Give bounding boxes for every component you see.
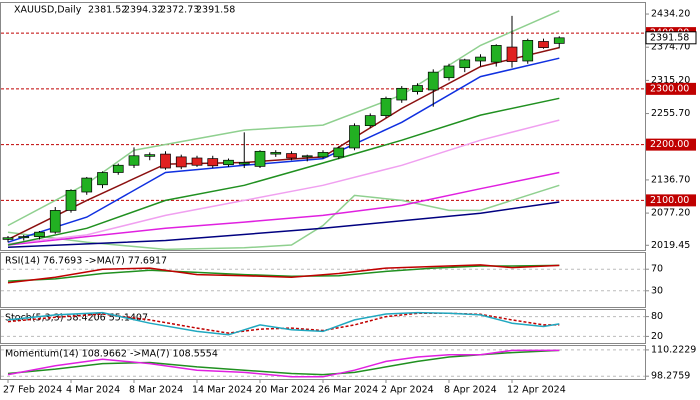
candle-body [49,210,61,233]
x-tick-label: 2 Apr 2024 [381,385,434,396]
last-price-box [645,31,697,45]
indicator-line [7,312,560,334]
pane-title: Stoch(5,3,3) 58.4206 55.1407 [5,313,148,324]
y-tick-label: 2019.45 [651,240,690,251]
y-tick-label: 20 [651,331,663,342]
x-tick-label: 20 Mar 2024 [255,385,315,396]
x-tick-label: 26 Mar 2024 [318,385,378,396]
candle-body [286,153,297,159]
indicator-line [7,97,560,246]
x-tick-label: 4 Mar 2024 [66,385,120,396]
indicator-line [7,264,560,282]
pane-frame [0,2,646,251]
candle-body [65,189,77,211]
header-value: 2394.32 [124,5,163,16]
pane-title: RSI(14) 76.7693 ->MA(7) 77.6917 [5,256,167,267]
x-tick-label: 8 Apr 2024 [444,385,497,396]
candle-body [380,97,392,116]
y-tick-label: 80 [651,311,663,322]
candle-body [144,154,156,157]
pane-frame [0,309,646,344]
candle-body [349,125,360,149]
y-tick-label: 98.2759 [651,371,690,382]
header-value: 2381.52 [88,5,127,16]
candle-body [506,46,518,62]
indicator-line [7,46,560,241]
candle-body [223,159,234,166]
indicator-line [7,201,560,248]
candle-body [270,152,282,155]
y-tick-label: 2077.20 [651,208,690,219]
candle-body [412,85,423,93]
last-price-label: 2391.58 [650,32,689,43]
y-tick-label: 70 [651,264,663,275]
candle-body [443,65,455,79]
indicator-line [7,57,560,243]
indicator-line [7,349,560,378]
y-tick-label: 110.2229 [651,344,696,355]
candle-body [333,147,345,158]
x-tick-label: 27 Feb 2024 [3,385,62,396]
pane-frame [0,345,646,380]
candle-body [538,41,549,48]
level-label-box [646,82,696,95]
candle-body [459,59,471,69]
candle-body [522,40,534,62]
y-tick-label: 2136.70 [651,174,690,185]
candle-body [317,152,329,158]
indicator-line [7,264,560,284]
header-value: 2372.73 [160,5,199,16]
level-label-box [646,138,696,151]
chart-title: XAUUSD,Daily [14,5,82,16]
x-tick-label: 8 Mar 2024 [129,385,183,396]
y-tick-label: 2315.20 [651,75,690,86]
candle-body [301,155,313,158]
pane-title: Momentum(14) 108.9662 ->MA(7) 108.5554 [5,349,218,360]
candle-body [364,115,376,127]
level-label: 2100.00 [650,195,689,206]
level-label-box [646,194,696,207]
x-tick-label: 12 Apr 2024 [507,385,566,396]
candle-body [175,156,187,168]
candle-body [238,162,250,165]
candle-body [207,158,219,167]
y-tick-label: 30 [651,285,663,296]
candle-body [191,157,203,166]
candle-body [396,87,408,101]
level-label: 2200.00 [650,139,689,150]
level-label: 2300.00 [650,83,689,94]
candle-body [112,164,124,173]
candle-body [160,153,171,169]
candle-body [490,45,502,63]
candle-body [427,71,439,91]
candle-body [128,155,140,166]
indicator-line [7,311,560,336]
candle-body [97,172,108,186]
indicator-line [7,171,560,246]
indicator-line [7,119,560,245]
candle-body [254,150,266,167]
indicator-line [7,184,560,251]
pane-frame [0,252,646,308]
y-tick-label: 2255.70 [651,108,690,119]
y-tick-label: 2434.20 [651,9,690,20]
candle-body [475,56,486,62]
candle-body [18,236,30,239]
candle-body [34,231,45,237]
candle-body [553,37,565,44]
header-value: 2391.58 [196,5,235,16]
candle-body [81,177,93,193]
candle-body [2,237,14,240]
indicator-line [7,10,560,227]
x-tick-label: 14 Mar 2024 [192,385,252,396]
y-tick-label: 2374.70 [651,42,690,53]
